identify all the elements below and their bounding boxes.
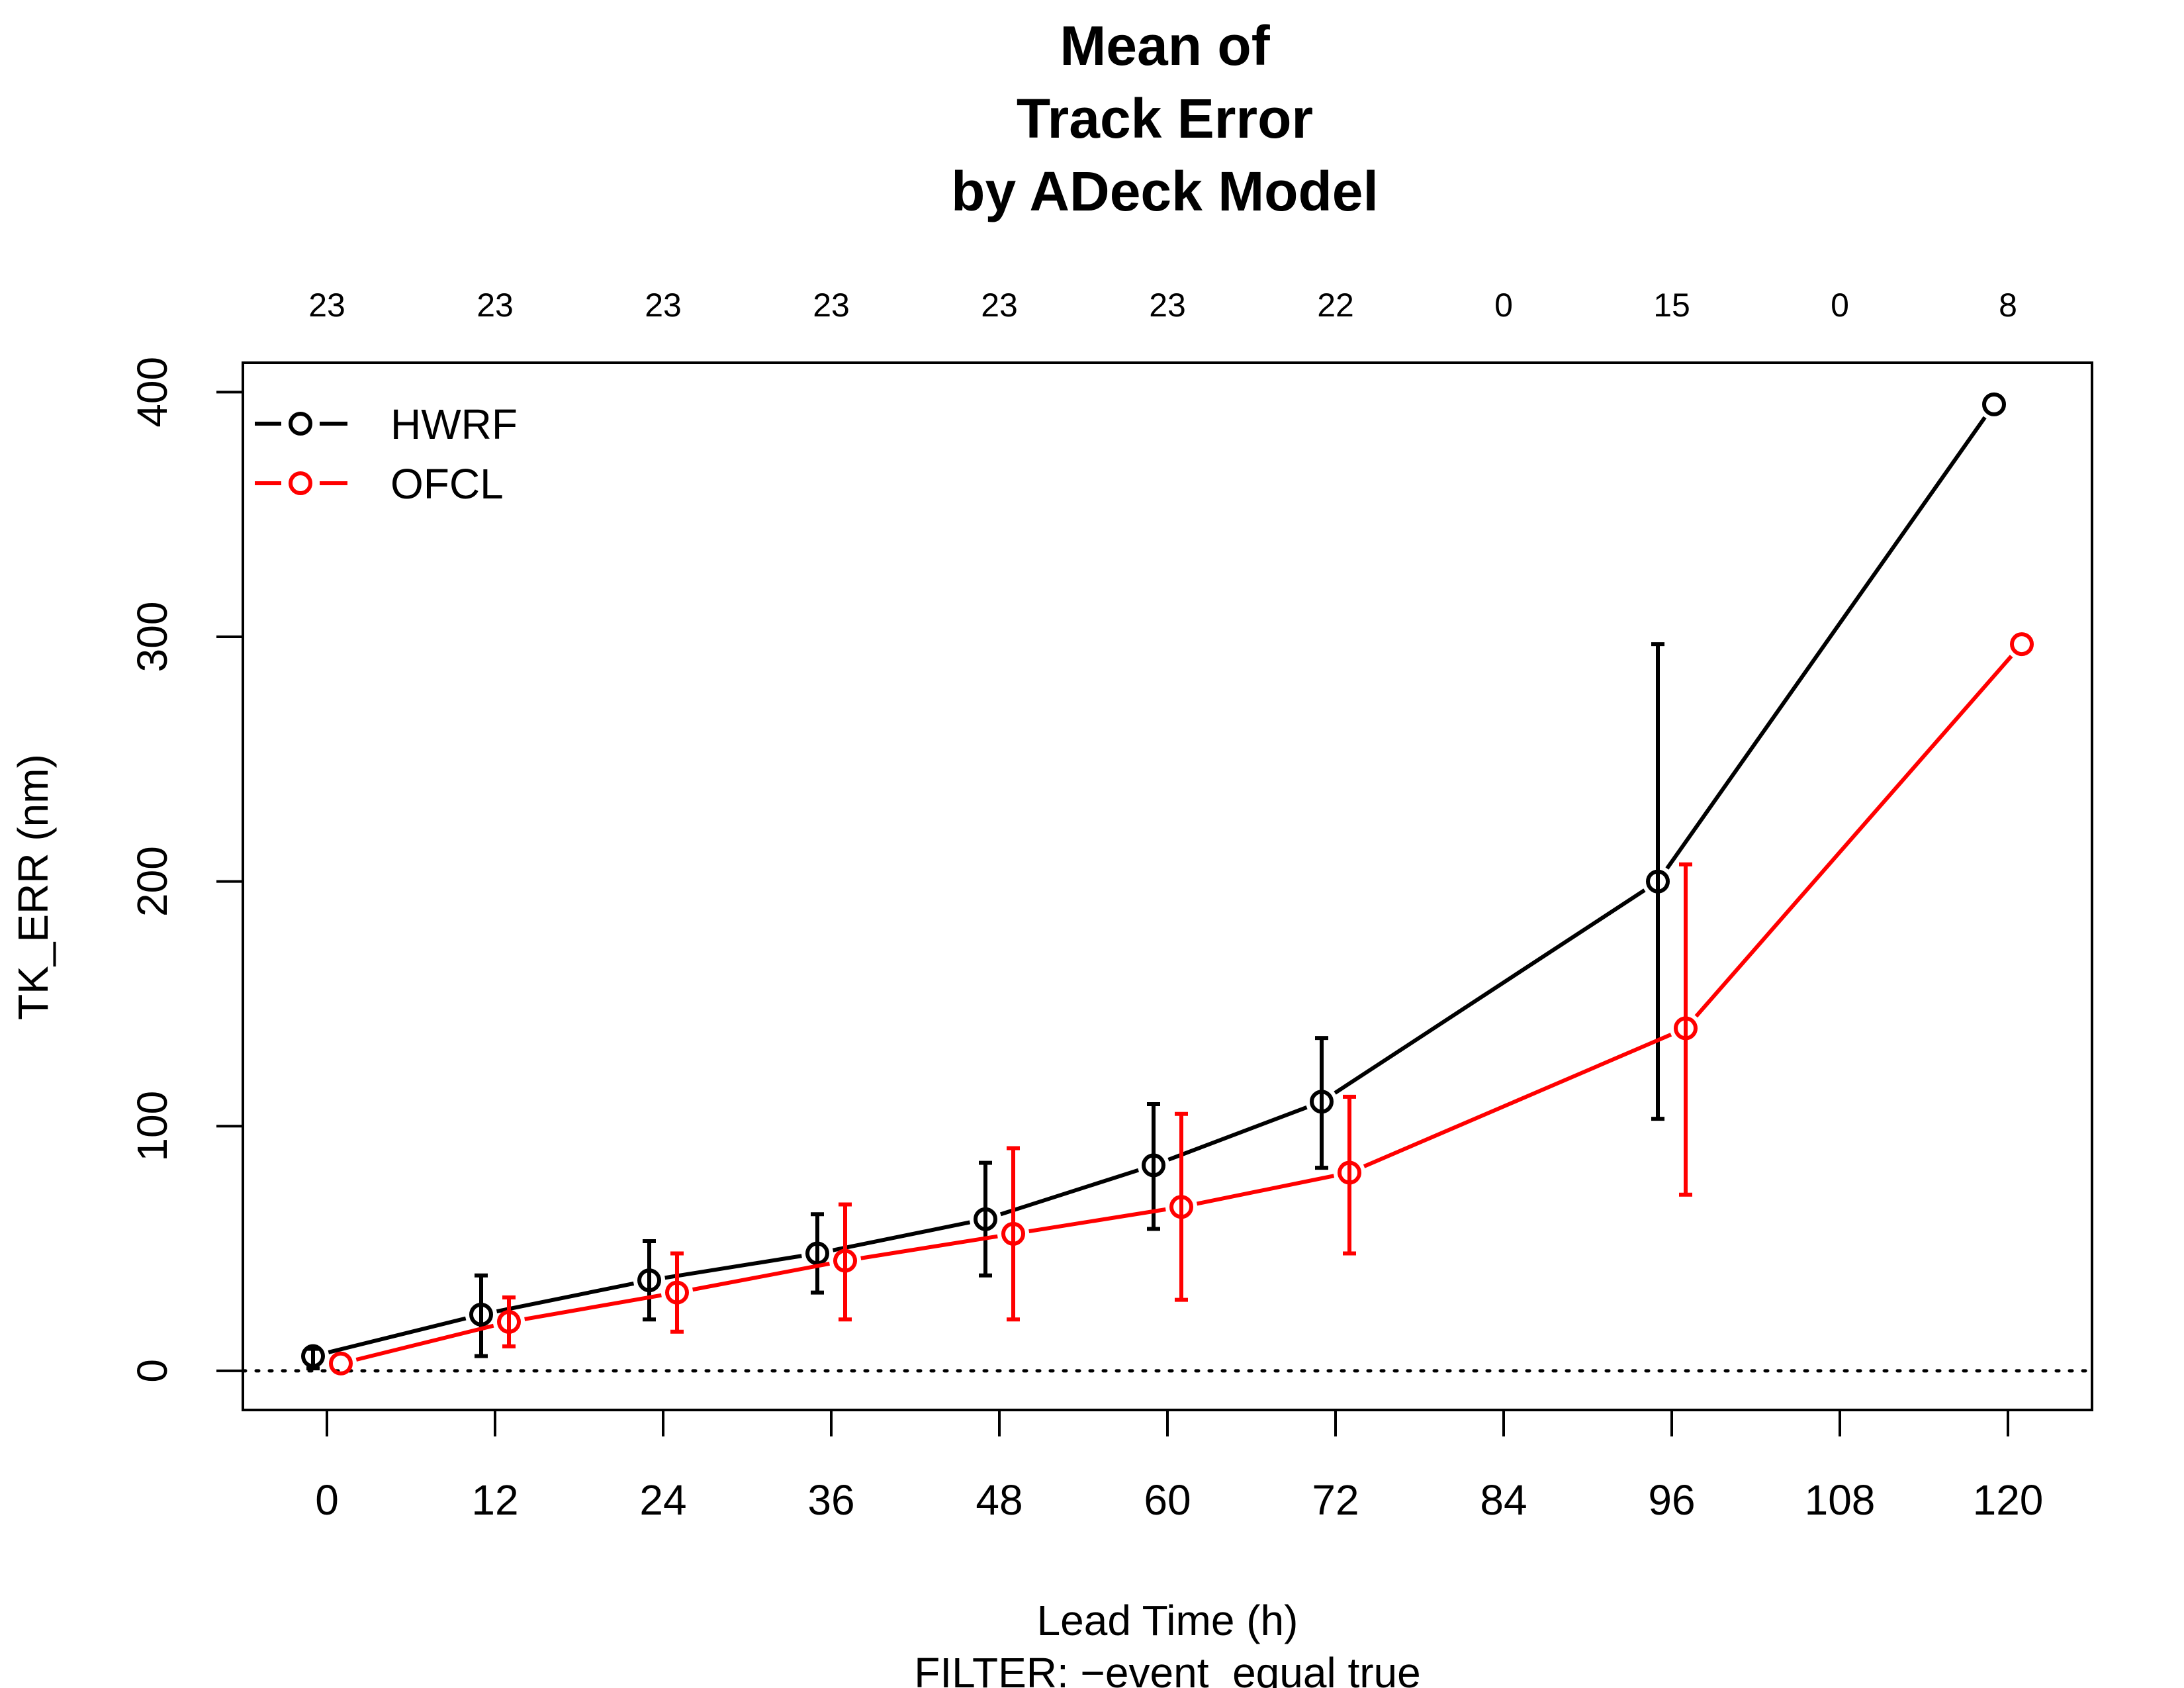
series-line-segment: [664, 1254, 802, 1280]
x-tick-label: 36: [807, 1476, 854, 1524]
count-label: 23: [1149, 287, 1186, 324]
data-point: [1674, 1016, 1698, 1041]
data-point: [469, 1302, 493, 1327]
x-tick-label: 72: [1312, 1476, 1359, 1524]
plot-frame: [242, 361, 2093, 1411]
x-tick-label: 12: [471, 1476, 518, 1524]
y-axis: 0 100 200 300 400: [128, 357, 244, 1383]
x-tick-label: 84: [1480, 1476, 1527, 1524]
data-point: [1001, 1221, 1025, 1246]
series-line-segment: [832, 1220, 971, 1252]
data-point: [833, 1248, 857, 1273]
count-label: 23: [645, 287, 682, 324]
y-tick-label: 100: [128, 1091, 176, 1162]
count-label: 23: [477, 287, 514, 324]
data-point: [2010, 632, 2034, 657]
y-tick-label: 300: [128, 602, 176, 673]
data-point: [805, 1241, 829, 1266]
count-label: 23: [981, 287, 1018, 324]
series-line-segment: [1334, 888, 1646, 1095]
data-point: [1310, 1090, 1334, 1114]
data-point: [497, 1309, 521, 1334]
series-line-segment: [1167, 1105, 1308, 1162]
series-line-segment: [860, 1234, 998, 1260]
y-axis-label: TK_ERR (nm): [9, 754, 57, 1020]
series-line-segment: [496, 1281, 635, 1313]
series-line-segment: [355, 1323, 494, 1362]
data-point: [301, 1344, 325, 1368]
data-point: [1646, 869, 1670, 894]
series-line-segment: [999, 1168, 1140, 1217]
legend-marker: [289, 471, 312, 495]
series-line-segment: [1028, 1207, 1166, 1234]
legend-item-hwrf: HWRF: [255, 400, 518, 448]
series-layer: [301, 392, 2034, 1376]
series-line-segment: [1694, 655, 2013, 1018]
y-tick-label: 200: [128, 846, 176, 917]
filter-subtitle: FILTER: −event_equal true: [914, 1649, 1420, 1688]
x-axis-label: Lead Time (h): [1037, 1597, 1298, 1644]
y-tick-label: 0: [128, 1359, 176, 1383]
x-tick-label: 60: [1144, 1476, 1191, 1524]
data-point: [1142, 1153, 1165, 1178]
count-label: 22: [1317, 287, 1354, 324]
title-line-2: Track Error: [1017, 87, 1313, 150]
count-label: 0: [1831, 287, 1849, 324]
legend-marker: [289, 412, 312, 436]
legend-item-ofcl: OFCL: [255, 460, 504, 508]
series-line-segment: [692, 1262, 830, 1292]
data-point: [974, 1207, 997, 1231]
chart-title: Mean of Track Error by ADeck Model: [951, 15, 1379, 222]
sample-counts: 23 23 23 23 23 23 22 0 15 0 8: [308, 287, 2017, 324]
series-hwrf: [301, 392, 2006, 1371]
x-tick-label: 108: [1805, 1476, 1876, 1524]
x-axis: 0 12 24 36 48 60 72 84 96 108 120: [315, 1409, 2044, 1524]
series-line-segment: [1196, 1174, 1335, 1206]
data-point: [1338, 1160, 1361, 1185]
x-tick-label: 24: [639, 1476, 686, 1524]
x-tick-label: 96: [1648, 1476, 1695, 1524]
legend: HWRF OFCL: [255, 400, 518, 508]
count-label: 0: [1494, 287, 1513, 324]
series-line-segment: [1363, 1033, 1672, 1168]
x-tick-label: 0: [315, 1476, 339, 1524]
legend-label: OFCL: [390, 460, 504, 508]
count-label: 23: [813, 287, 850, 324]
count-label: 23: [308, 287, 345, 324]
data-point: [1169, 1195, 1193, 1219]
x-tick-label: 120: [1973, 1476, 2044, 1524]
data-point: [637, 1268, 661, 1293]
title-line-1: Mean of: [1060, 15, 1270, 77]
series-line-segment: [1665, 416, 1987, 870]
data-point: [665, 1280, 689, 1305]
series-line-segment: [328, 1316, 467, 1354]
data-point: [1982, 392, 2006, 416]
series-line-segment: [524, 1293, 662, 1321]
series-ofcl: [329, 632, 2034, 1376]
count-label: 15: [1653, 287, 1690, 324]
title-line-3: by ADeck Model: [951, 160, 1379, 222]
y-tick-label: 400: [128, 357, 176, 428]
legend-label: HWRF: [390, 400, 518, 448]
data-point: [329, 1351, 353, 1376]
x-tick-label: 48: [976, 1476, 1023, 1524]
count-label: 8: [1999, 287, 2017, 324]
